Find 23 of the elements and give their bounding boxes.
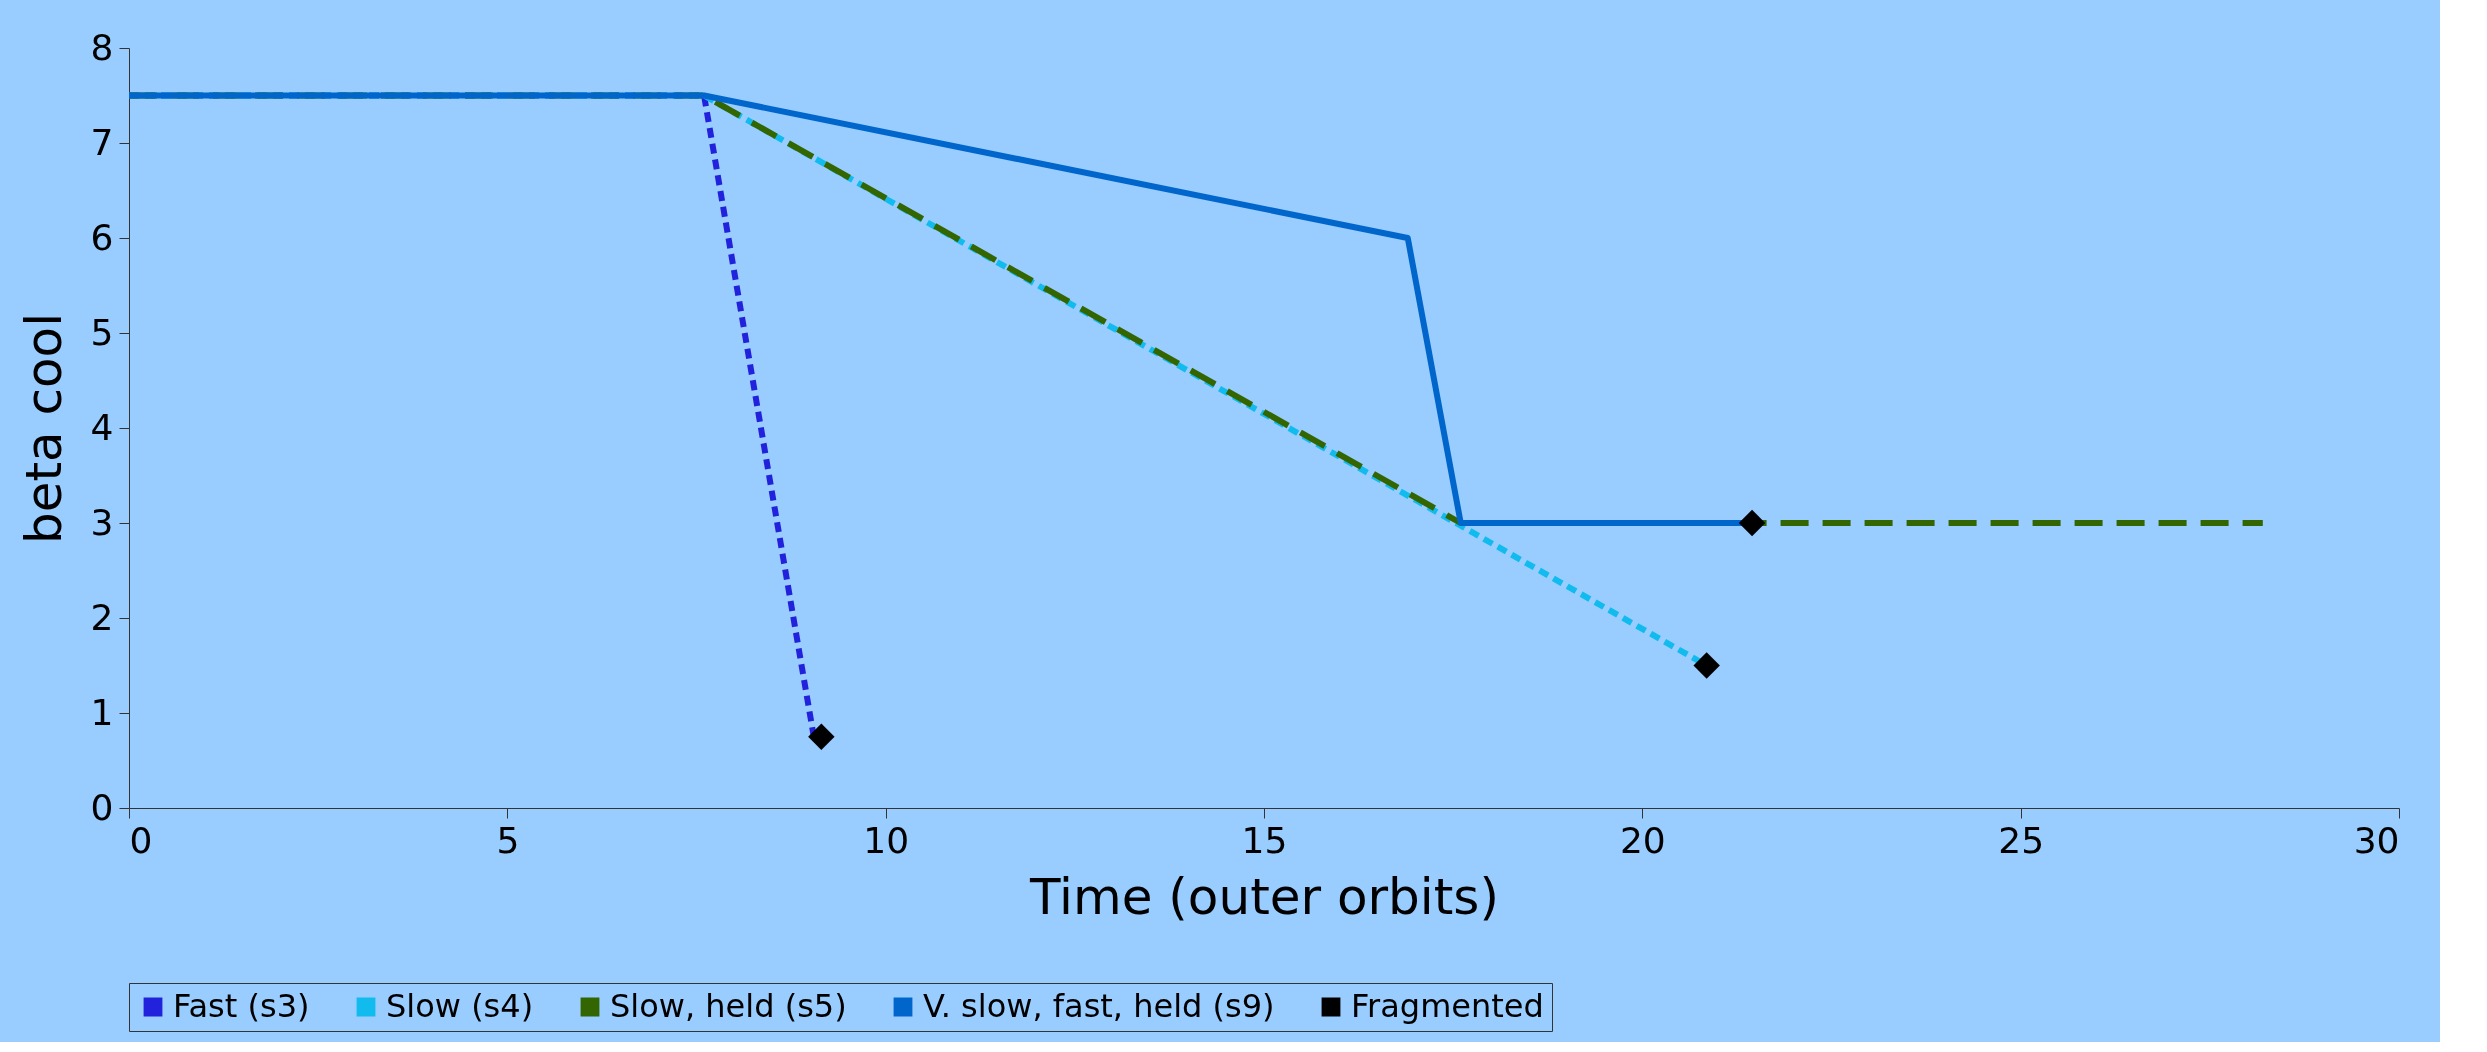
x-tick-label: 0 — [129, 819, 153, 861]
legend-label: Slow (s4) — [386, 987, 534, 1025]
y-tick-label: 8 — [90, 26, 114, 68]
y-tick-label: 4 — [90, 406, 114, 448]
y-tick-label: 2 — [90, 596, 114, 638]
x-tick-label: 5 — [496, 819, 520, 861]
x-tick-label: 15 — [1241, 819, 1288, 861]
y-axis-title: beta cool — [14, 312, 73, 545]
y-tick-label: 5 — [90, 311, 114, 353]
legend-label: Fragmented — [1351, 987, 1544, 1025]
x-tick-label: 25 — [1998, 819, 2045, 861]
y-tick-label: 7 — [90, 121, 114, 163]
x-tick-label: 30 — [2353, 819, 2400, 861]
y-tick-label: 6 — [90, 216, 114, 258]
y-tick-label: 0 — [90, 786, 114, 828]
x-tick-label: 10 — [863, 819, 910, 861]
x-axis-title: Time (outer orbits) — [1029, 867, 1499, 926]
legend-label: Fast (s3) — [173, 987, 310, 1025]
legend-label: V. slow, fast, held (s9) — [923, 987, 1275, 1025]
x-tick-label: 20 — [1619, 819, 1666, 861]
y-tick-label: 3 — [90, 501, 114, 543]
y-tick-label: 1 — [90, 691, 114, 733]
legend-label: Slow, held (s5) — [610, 987, 847, 1025]
